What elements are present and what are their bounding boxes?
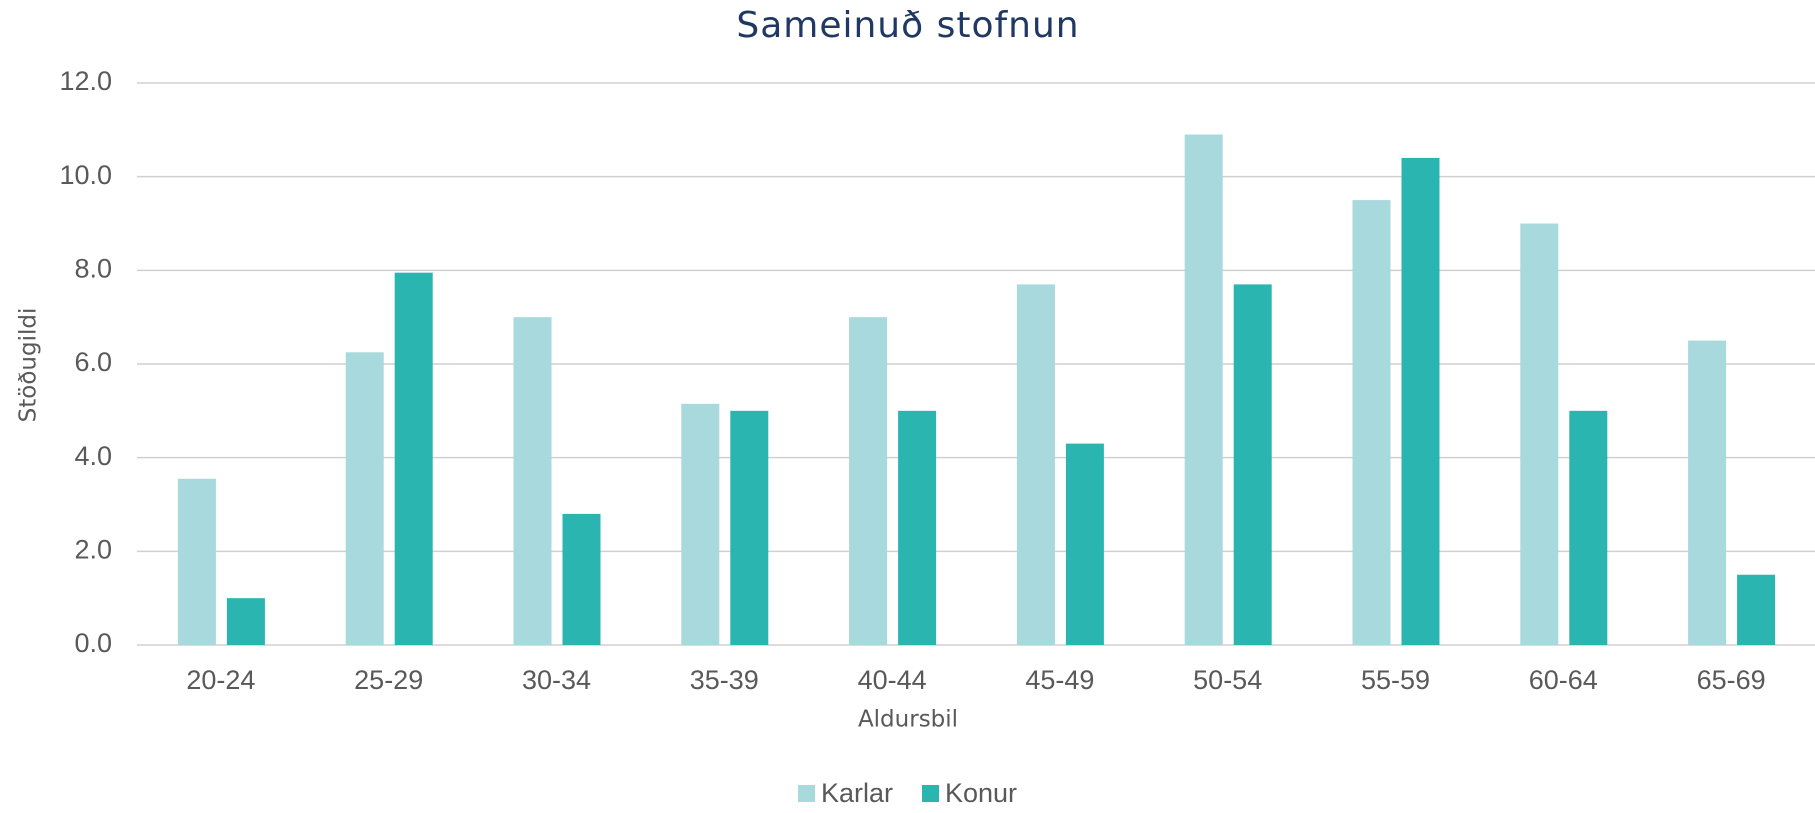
y-tick-label: 6.0: [74, 347, 112, 377]
x-tick-label: 55-59: [1361, 665, 1430, 695]
bar: [898, 410, 937, 645]
bar: [1065, 443, 1104, 645]
y-axis-label: Stöðugildi: [16, 308, 42, 423]
bar: [1233, 284, 1272, 645]
x-tick-label: 35-39: [690, 665, 759, 695]
legend-label: Konur: [945, 778, 1017, 808]
y-tick-label: 4.0: [74, 441, 112, 471]
bar: [1401, 157, 1440, 645]
y-tick-label: 8.0: [74, 253, 112, 283]
bar: [1016, 284, 1055, 645]
chart-title: Sameinuð stofnun: [736, 5, 1079, 46]
bar: [1569, 410, 1608, 645]
legend-label: Karlar: [821, 778, 893, 808]
x-axis-label: Aldursbil: [858, 707, 958, 733]
x-tick-label: 60-64: [1529, 665, 1598, 695]
bar: [1352, 200, 1391, 646]
bar: [177, 478, 216, 645]
bar: [345, 352, 384, 645]
x-tick-label: 30-34: [522, 665, 591, 695]
bar: [1737, 574, 1776, 645]
bar: [562, 513, 601, 645]
bar: [730, 410, 769, 645]
bar: [1520, 223, 1559, 645]
x-tick-label: 25-29: [354, 665, 423, 695]
bar: [849, 317, 888, 645]
bar: [1184, 134, 1223, 645]
x-tick-label: 50-54: [1193, 665, 1262, 695]
bar: [1688, 340, 1727, 645]
bar: [681, 403, 720, 645]
x-tick-label: 45-49: [1025, 665, 1094, 695]
legend-swatch: [798, 785, 815, 802]
y-tick-label: 0.0: [74, 628, 112, 658]
y-tick-label: 10.0: [59, 160, 112, 190]
x-tick-label: 65-69: [1697, 665, 1766, 695]
x-tick-label: 20-24: [186, 665, 255, 695]
bar: [513, 317, 552, 645]
bar: [394, 272, 433, 645]
y-tick-label: 12.0: [59, 66, 112, 96]
legend-swatch: [922, 785, 939, 802]
y-tick-label: 2.0: [74, 534, 112, 564]
bar: [226, 598, 265, 645]
x-tick-label: 40-44: [858, 665, 927, 695]
